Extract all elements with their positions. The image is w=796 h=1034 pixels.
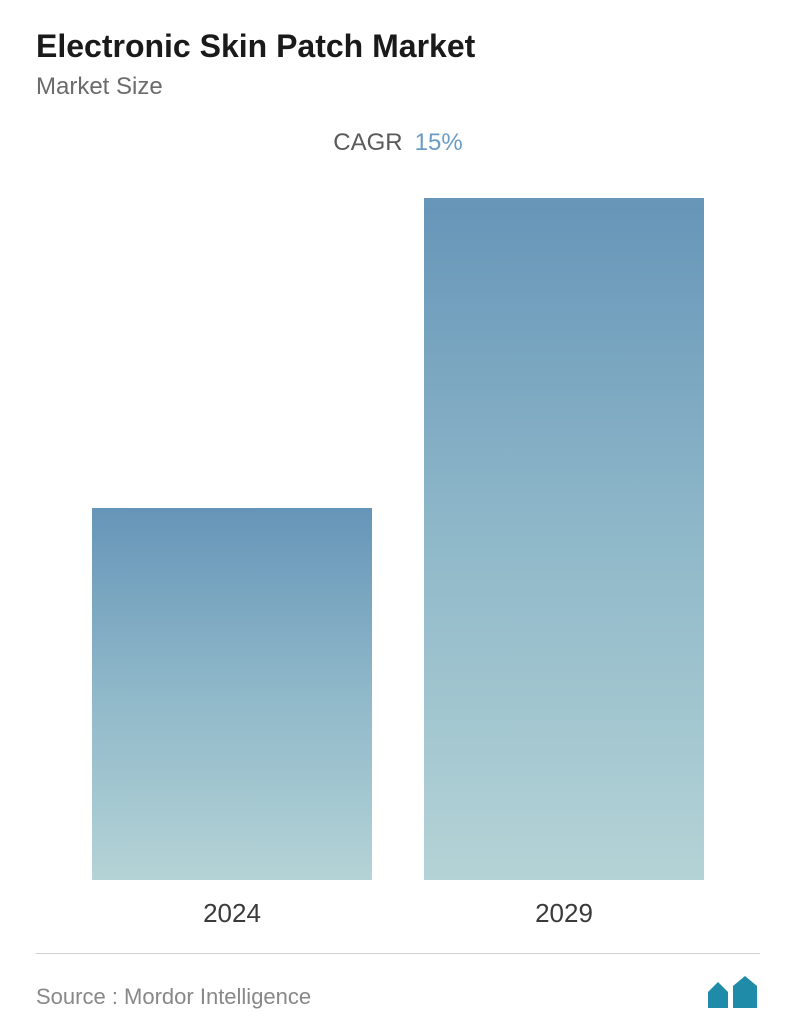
chart-subtitle: Market Size: [36, 73, 760, 101]
bar-label-2029: 2029: [535, 898, 593, 929]
brand-logo: [706, 974, 760, 1010]
chart-title: Electronic Skin Patch Market: [36, 28, 760, 65]
bar-2029: [424, 198, 704, 880]
cagr-label: CAGR: [333, 129, 402, 156]
bar-2024: [92, 508, 372, 880]
bar-label-2024: 2024: [203, 898, 261, 929]
cagr-row: CAGR 15%: [36, 129, 760, 157]
footer: Source : Mordor Intelligence: [36, 953, 760, 1010]
bar-wrapper-2024: 2024: [92, 508, 372, 929]
bar-wrapper-2029: 2029: [424, 198, 704, 929]
source-text: Source : Mordor Intelligence: [36, 984, 311, 1010]
cagr-value: 15%: [415, 129, 463, 156]
chart-area: 2024 2029: [36, 197, 760, 929]
